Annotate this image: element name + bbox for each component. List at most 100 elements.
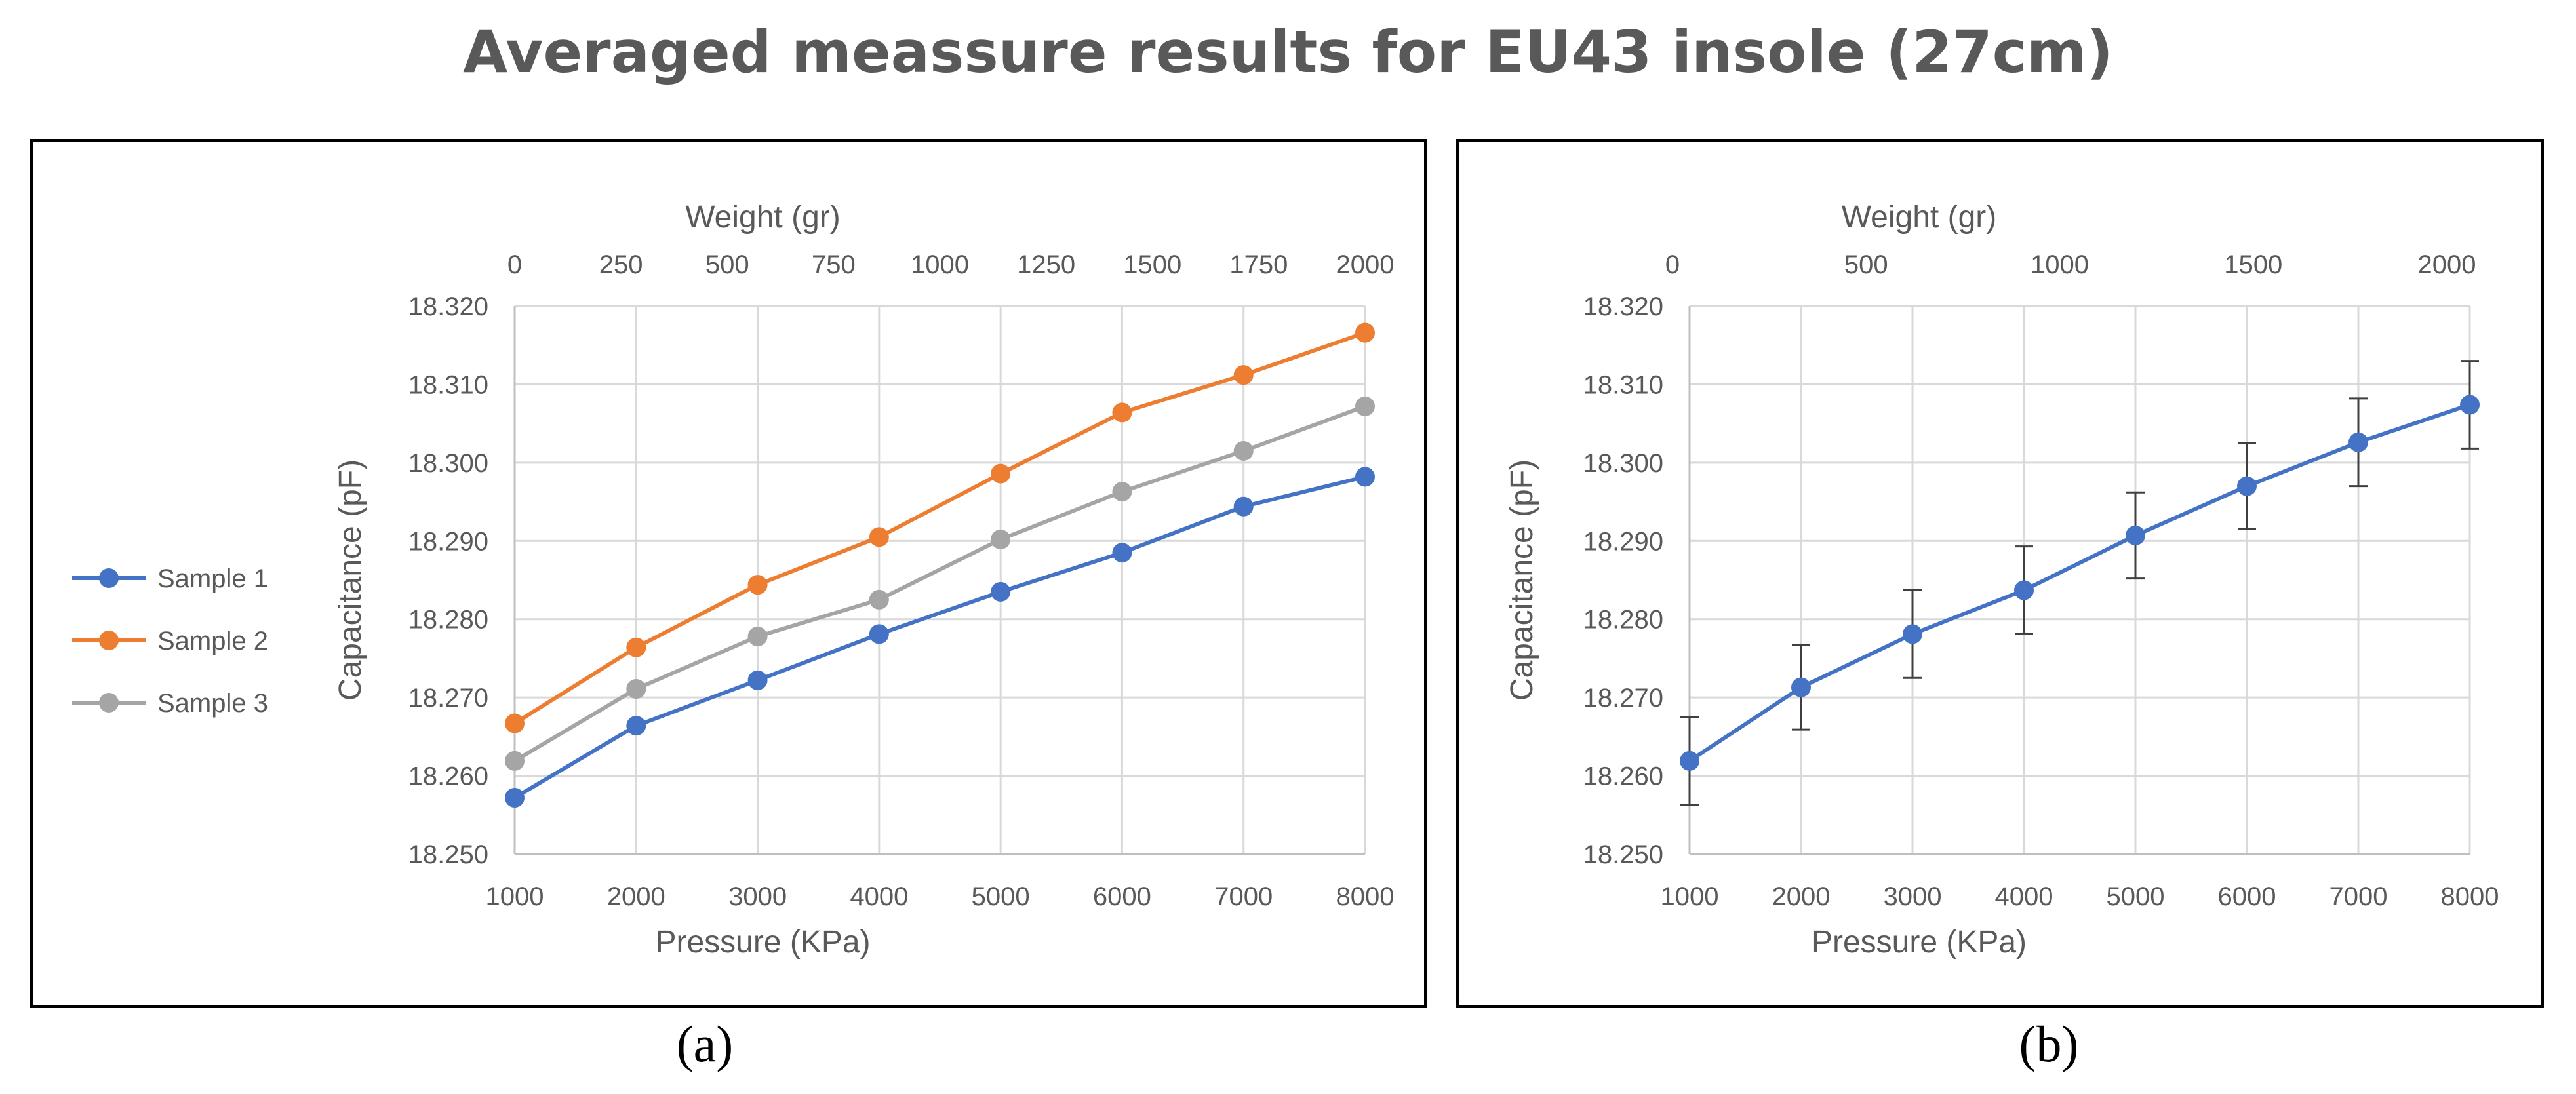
legend-label: Sample 2	[157, 627, 268, 655]
top-tick-label: 1750	[1229, 250, 1288, 279]
y-tick-label: 18.310	[408, 370, 488, 399]
chart-a: 18.250 18.260 18.270 18.280 18.290 18.300 18.3…	[72, 200, 1395, 960]
series-line-sample-1	[513, 475, 1366, 800]
data-point-sample-1	[747, 670, 768, 690]
data-point-sample-3	[869, 589, 889, 610]
y-tick-label: 18.320	[408, 292, 488, 321]
x-tick-label: 6000	[2218, 882, 2276, 911]
data-point-sample-2	[1355, 322, 1375, 343]
y-tick-label: 18.320	[1583, 292, 1663, 321]
data-point-average	[1680, 751, 1699, 771]
x-tick-label: 8000	[1336, 882, 1395, 911]
x-tick-label: 2000	[1772, 882, 1831, 911]
data-point-sample-2	[626, 637, 646, 657]
y-tick-label: 18.280	[1583, 606, 1663, 635]
top-tick-label: 1000	[911, 250, 969, 279]
chart-b: 18.250 18.260 18.270 18.280 18.290 18.300 18.3…	[1505, 200, 2499, 960]
legend-marker	[99, 568, 119, 588]
top-tick-label: 2000	[1336, 250, 1395, 279]
legend-label: Sample 1	[157, 564, 268, 593]
top-tick-label: 0	[507, 250, 522, 279]
data-point-sample-3	[626, 679, 646, 699]
data-point-average	[2460, 395, 2480, 415]
data-point-average	[2126, 525, 2145, 545]
top-tick-label: 1500	[1123, 250, 1181, 279]
legend-marker	[99, 631, 119, 650]
y-tick-label: 18.270	[1583, 684, 1663, 713]
data-point-average	[1791, 677, 1811, 697]
y-tick-label: 18.250	[408, 840, 488, 869]
y-axis-title: Capacitance (pF)	[333, 459, 368, 701]
y-tick-label: 18.290	[1583, 527, 1663, 556]
legend-label: Sample 3	[157, 689, 268, 718]
x-tick-label: 7000	[1214, 882, 1273, 911]
x-tick-label: 8000	[2441, 882, 2499, 911]
data-point-sample-1	[626, 716, 646, 736]
series-line-average	[1688, 402, 2470, 763]
data-point-sample-1	[1112, 543, 1132, 563]
x-tick-label: 1000	[486, 882, 544, 911]
x-tick-label: 4000	[1995, 882, 2053, 911]
top-tick-label: 1000	[2031, 250, 2089, 279]
series-line-sample-2	[513, 330, 1366, 726]
data-point-sample-1	[991, 581, 1011, 602]
data-point-sample-2	[1112, 402, 1132, 423]
chart-panel-b: 18.250 18.260 18.270 18.280 18.290 18.300 18.3…	[1456, 139, 2544, 1008]
data-point-average	[2014, 580, 2034, 600]
top-axis-title: Weight (gr)	[1842, 200, 1997, 235]
data-point-sample-2	[505, 713, 525, 733]
top-tick-label: 1500	[2224, 250, 2282, 279]
y-tick-label: 18.260	[1583, 762, 1663, 791]
x-tick-label: 7000	[2329, 882, 2388, 911]
caption-b: (b)	[2019, 1015, 2079, 1072]
data-point-sample-1	[869, 624, 889, 644]
chart-panel-a: 18.250 18.260 18.270 18.280 18.290 18.300 18.3…	[30, 139, 1427, 1008]
top-tick-label: 250	[599, 250, 643, 279]
y-tick-label: 18.280	[408, 606, 488, 635]
data-point-average	[1903, 624, 1922, 644]
x-tick-label: 1000	[1661, 882, 1719, 911]
data-point-sample-3	[1233, 440, 1254, 461]
top-tick-label: 500	[705, 250, 749, 279]
top-tick-label: 750	[812, 250, 856, 279]
x-tick-label: 6000	[1093, 882, 1151, 911]
data-point-sample-2	[869, 527, 889, 547]
data-point-sample-3	[1355, 396, 1375, 416]
data-point-sample-3	[991, 529, 1011, 549]
page-title: Averaged meassure results for EU43 insol…	[463, 18, 2113, 86]
y-tick-label: 18.300	[1583, 449, 1663, 478]
data-point-sample-1	[1355, 467, 1375, 487]
data-point-sample-2	[1233, 365, 1254, 385]
x-axis-title: Pressure (KPa)	[655, 925, 870, 960]
y-tick-label: 18.310	[1583, 370, 1663, 399]
x-tick-label: 3000	[1884, 882, 1942, 911]
top-tick-label: 500	[1844, 250, 1888, 279]
data-point-sample-3	[505, 751, 525, 771]
data-point-sample-3	[1112, 482, 1132, 502]
caption-a: (a)	[676, 1015, 734, 1072]
top-tick-label: 2000	[2418, 250, 2476, 279]
x-axis-title: Pressure (KPa)	[1812, 925, 2027, 960]
data-point-average	[2348, 432, 2368, 452]
top-tick-label: 1250	[1017, 250, 1075, 279]
data-point-average	[2237, 476, 2257, 496]
y-tick-label: 18.300	[408, 449, 488, 478]
x-tick-label: 5000	[972, 882, 1030, 911]
data-point-sample-3	[747, 626, 768, 646]
x-tick-label: 4000	[850, 882, 908, 911]
data-point-sample-2	[991, 463, 1011, 484]
top-axis-title: Weight (gr)	[685, 200, 841, 235]
y-tick-label: 18.250	[1583, 840, 1663, 869]
y-tick-label: 18.260	[408, 762, 488, 791]
data-point-sample-1	[505, 788, 525, 808]
top-tick-label: 0	[1665, 250, 1680, 279]
y-tick-label: 18.270	[408, 684, 488, 713]
x-tick-label: 5000	[2107, 882, 2165, 911]
x-tick-label: 3000	[728, 882, 787, 911]
x-tick-label: 2000	[607, 882, 665, 911]
data-point-sample-1	[1233, 496, 1254, 517]
series-line-sample-3	[513, 404, 1366, 763]
y-tick-label: 18.290	[408, 527, 488, 556]
data-point-sample-2	[747, 575, 768, 595]
legend-marker	[99, 693, 119, 713]
